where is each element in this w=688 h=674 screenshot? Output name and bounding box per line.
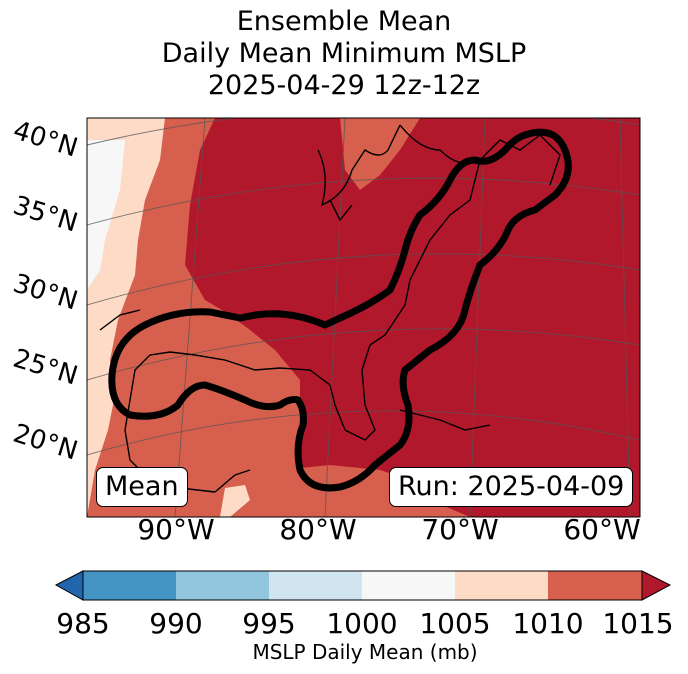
coastlines xyxy=(99,124,561,493)
lon-label-60w: 60°W xyxy=(563,513,641,546)
title-line-1: Ensemble Mean xyxy=(236,6,452,37)
title-line-3: 2025-04-29 12z-12z xyxy=(207,70,481,101)
cb-tick-985: 985 xyxy=(56,607,110,640)
field-1010-coast xyxy=(340,118,420,190)
cb-seg-2 xyxy=(176,571,269,600)
colorbar xyxy=(54,570,672,601)
cb-tick-1015: 1015 xyxy=(602,607,674,640)
cb-seg-1 xyxy=(83,571,176,600)
mean-badge: Mean xyxy=(96,467,188,507)
colorbar-label: MSLP Daily Mean (mb) xyxy=(252,640,478,664)
cb-seg-3 xyxy=(269,571,362,600)
title-line-2: Daily Mean Minimum MSLP xyxy=(161,38,527,69)
cb-seg-5 xyxy=(455,571,548,600)
pressure-contour xyxy=(108,128,572,492)
field-1000 xyxy=(87,140,125,290)
field-1005-south xyxy=(220,485,250,517)
colorbar-over xyxy=(641,570,672,601)
cb-tick-990: 990 xyxy=(149,607,203,640)
graticule xyxy=(87,118,640,517)
cb-tick-1000: 1000 xyxy=(326,607,398,640)
cb-seg-4 xyxy=(362,571,455,600)
cb-tick-1005: 1005 xyxy=(419,607,491,640)
cb-tick-995: 995 xyxy=(242,607,296,640)
lon-label-70w: 70°W xyxy=(421,513,499,546)
lon-label-90w: 90°W xyxy=(137,513,215,546)
lon-label-80w: 80°W xyxy=(279,513,357,546)
run-date-badge: Run: 2025-04-09 xyxy=(389,467,634,507)
colorbar-under xyxy=(54,570,84,601)
cb-seg-6 xyxy=(548,571,642,600)
cb-tick-1010: 1010 xyxy=(512,607,584,640)
